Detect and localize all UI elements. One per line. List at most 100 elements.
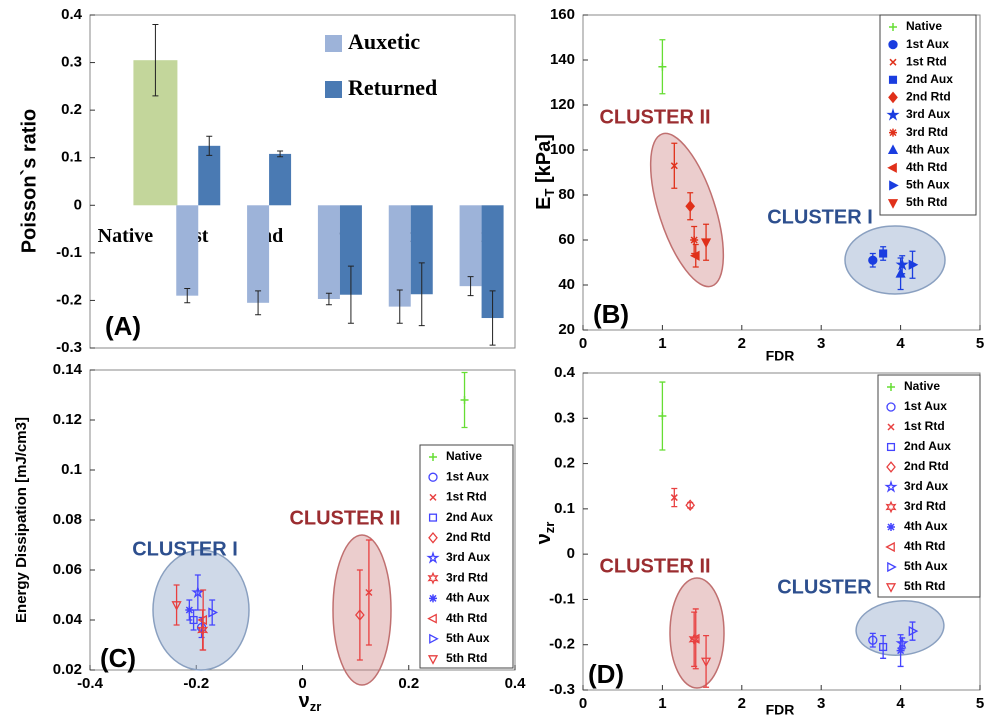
cluster-label: CLUSTER II [599, 106, 710, 128]
panel-label: (A) [105, 311, 141, 341]
error-bar [692, 608, 699, 670]
cluster-region [669, 577, 725, 689]
label-subscript: zr [310, 699, 322, 714]
x-tick-label: 5 [976, 335, 984, 352]
legend-marker [885, 583, 897, 593]
legend-label: 4th Rtd [904, 539, 945, 553]
legend-marker [886, 402, 896, 412]
y-tick-label: 0.2 [554, 455, 575, 472]
y-tick-label: 0.4 [554, 364, 576, 381]
error-bar [347, 265, 354, 324]
legend-marker [887, 561, 897, 573]
data-point [700, 657, 712, 668]
error-bar [255, 290, 262, 316]
y-tick-label: 120 [550, 96, 575, 113]
data-point [208, 607, 218, 618]
legend-label: 3rd Rtd [906, 125, 948, 139]
y-tick-label: 80 [558, 186, 575, 203]
legend-marker [886, 442, 896, 452]
legend-label: 2nd Rtd [446, 530, 491, 544]
data-point [171, 601, 182, 611]
x-tick-label: 0 [298, 675, 306, 692]
data-point [689, 250, 700, 261]
data-point [895, 267, 906, 278]
y-tick-label: 140 [550, 51, 575, 68]
y-axis-label: Energy Dissipation [mJ/cm3] [13, 417, 30, 623]
legend-label: 1st Aux [904, 399, 947, 413]
legend-label: 5th Rtd [446, 651, 487, 665]
legend-marker [426, 551, 440, 564]
x-tick-label: 4 [896, 335, 905, 352]
y-tick-label: 0.1 [61, 461, 82, 478]
x-axis-label: FDR [766, 702, 795, 718]
y-tick-label: 0 [567, 545, 575, 562]
legend-marker [887, 383, 895, 391]
legend-label: 2nd Aux [906, 72, 953, 86]
x-tick-label: 1 [658, 335, 666, 352]
bar [481, 205, 504, 319]
cluster-label: CLUSTER I [777, 576, 883, 598]
error-bar [206, 135, 213, 156]
legend-marker [429, 493, 437, 501]
label-subscript: zr [542, 522, 557, 534]
legend-label: Native [446, 449, 482, 463]
bar [459, 205, 482, 287]
plot-frame [582, 14, 981, 331]
legend-marker [429, 633, 439, 644]
y-tick-label: 100 [550, 141, 575, 158]
legend-label: 5th Rtd [904, 579, 945, 593]
legend-marker [887, 199, 899, 209]
cluster-region [332, 534, 392, 686]
y-tick-label: 0.06 [53, 561, 82, 578]
error-bar [325, 292, 332, 306]
legend-label: 3rd Aux [904, 479, 949, 493]
error-bar [277, 150, 284, 158]
data-point [908, 626, 919, 637]
legend-marker [427, 655, 439, 665]
legend-marker [889, 58, 897, 66]
data-point [191, 585, 205, 599]
legend-marker [885, 541, 895, 553]
legend-marker [885, 500, 897, 514]
legend-marker [889, 180, 899, 191]
x-tick-label: 0 [579, 695, 587, 712]
legend-marker [886, 108, 900, 121]
x-tick-label: 0 [579, 335, 587, 352]
legend-label: 3rd Aux [446, 550, 491, 564]
legend-label: 2nd Rtd [904, 459, 949, 473]
y-tick-label: 20 [558, 321, 575, 338]
y-tick-label: 60 [558, 231, 575, 248]
bar [388, 205, 411, 307]
data-point [685, 499, 696, 512]
data-point [197, 614, 208, 626]
bar [247, 205, 270, 303]
data-point [365, 588, 373, 597]
legend-label: 4th Rtd [446, 611, 487, 625]
y-tick-label: 0.04 [53, 611, 83, 628]
legend-swatch [325, 81, 342, 98]
y-tick-label: -0.1 [549, 590, 575, 607]
legend-label: Native [906, 19, 942, 33]
legend-label: Returned [348, 75, 437, 100]
legend-marker [889, 23, 897, 31]
legend-label: 4th Rtd [906, 160, 947, 174]
x-tick-label: -0.4 [77, 675, 104, 692]
y-tick-label: 0.2 [61, 101, 82, 118]
data-point [895, 636, 909, 649]
legend-label: 1st Aux [446, 469, 489, 483]
label-suffix: [kPa] [533, 134, 555, 188]
data-point [689, 633, 700, 644]
y-tick-label: 40 [558, 276, 575, 293]
legend-marker [427, 571, 439, 585]
y-tick-label: -0.3 [56, 339, 82, 356]
legend-marker [429, 594, 437, 603]
legend-marker [887, 162, 897, 173]
legend-marker [888, 39, 898, 50]
y-tick-label: 0 [74, 196, 82, 213]
y-tick-label: -0.3 [549, 681, 575, 698]
x-tick-label: 3 [817, 335, 825, 352]
y-tick-label: 160 [550, 6, 575, 23]
legend-marker [884, 480, 898, 493]
data-point [658, 412, 667, 421]
